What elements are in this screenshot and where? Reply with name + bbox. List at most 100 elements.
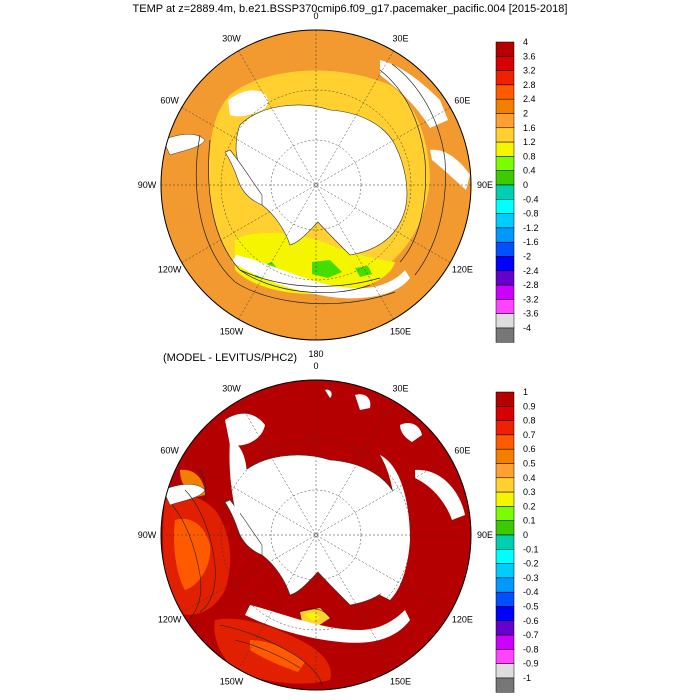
- colorbar-label: -1.2: [523, 223, 539, 233]
- colorbar-label: -2.4: [523, 266, 539, 276]
- colorbar-label: 0.1: [523, 516, 536, 526]
- colorbar-box: [495, 434, 515, 450]
- colorbar-box: [495, 84, 515, 100]
- colorbar-label: 1: [523, 387, 528, 397]
- colorbar-box: [495, 591, 515, 607]
- colorbar-box: [495, 649, 515, 664]
- colorbar-box: [495, 448, 515, 464]
- colorbar-box: [495, 256, 515, 272]
- green-patch: [355, 266, 372, 277]
- colorbar-box: [495, 477, 515, 493]
- colorbar-label: 0.7: [523, 430, 536, 440]
- colorbar-label: -0.3: [523, 573, 539, 583]
- colorbar-label: -3.6: [523, 309, 539, 319]
- colorbar-label: 1.2: [523, 137, 536, 147]
- colorbar-label: 0.8: [523, 416, 536, 426]
- colorbar-label: -0.9: [523, 659, 539, 669]
- colorbar-box: [495, 663, 515, 679]
- colorbar-box: [495, 634, 515, 650]
- colorbar-label: 0.3: [523, 487, 536, 497]
- longitude-label: 30W: [222, 34, 241, 44]
- longitude-label: 60W: [160, 446, 179, 456]
- colorbar-label: -2.8: [523, 280, 539, 290]
- colorbar-label: 4: [523, 37, 528, 47]
- colorbar-box: [495, 313, 515, 329]
- colorbar-box: [495, 213, 515, 229]
- longitude-label: 30E: [392, 34, 408, 44]
- colorbar-label: -3.2: [523, 294, 539, 304]
- colorbar-box: [495, 113, 515, 129]
- longitude-label: 120E: [452, 265, 473, 275]
- longitude-label: 90W: [138, 180, 157, 190]
- longitude-label: 120W: [158, 615, 182, 625]
- longitude-label: 180: [308, 349, 323, 359]
- longitude-label: 0: [313, 361, 318, 371]
- colorbar-label: 0: [523, 180, 528, 190]
- colorbar-label: 2.4: [523, 94, 536, 104]
- longitude-label: 30W: [222, 384, 241, 394]
- colorbar-label: -2: [523, 252, 531, 262]
- colorbar-box: [495, 606, 515, 622]
- longitude-label: 90E: [477, 180, 493, 190]
- longitude-label: 120E: [452, 615, 473, 625]
- longitude-label: 60E: [454, 446, 470, 456]
- colorbar-label: 0: [523, 530, 528, 540]
- colorbar-box: [495, 491, 515, 507]
- colorbar-label: 0.9: [523, 401, 536, 411]
- colorbar-label: -0.6: [523, 616, 539, 626]
- colorbar-box: [495, 577, 515, 593]
- colorbar-box: [495, 170, 515, 186]
- colorbar-label: 3.6: [523, 51, 536, 61]
- colorbar-label: 1.6: [523, 123, 536, 133]
- top-map: 0 30E 60E 90E 120E 150E 180 150W 120W 90W 60W 30W: [138, 11, 493, 359]
- colorbar-label: 0.4: [523, 473, 536, 483]
- colorbar-box: [495, 56, 515, 71]
- colorbar-box: [495, 391, 515, 407]
- colorbar-bottom: 1 0.9 0.8 0.7 0.6 0.5 0.4 0.3 0.2 0.1 0 -0.1 -0.2 -0.…: [495, 387, 539, 693]
- longitude-label: 150E: [390, 676, 411, 686]
- colorbar-label: 2.8: [523, 80, 536, 90]
- colorbar-box: [495, 420, 515, 436]
- colorbar-box: [495, 127, 515, 143]
- green-patch: [312, 260, 342, 278]
- colorbar-box: [495, 463, 515, 479]
- colorbar-label: -0.8: [523, 644, 539, 654]
- colorbar-label: -0.7: [523, 630, 539, 640]
- colorbar-label: 3.2: [523, 66, 536, 76]
- colorbar-label: 0.6: [523, 444, 536, 454]
- longitude-label: 90E: [477, 530, 493, 540]
- colorbar-label: 2: [523, 109, 528, 119]
- colorbar-box: [495, 406, 515, 421]
- colorbar-label: -0.8: [523, 209, 539, 219]
- colorbar-box: [495, 141, 515, 157]
- colorbar-box: [495, 620, 515, 636]
- colorbar-label: 0.4: [523, 166, 536, 176]
- colorbar-label: -0.4: [523, 587, 539, 597]
- colorbar-label: -0.1: [523, 544, 539, 554]
- colorbar-label: 0.5: [523, 459, 536, 469]
- colorbar-box: [495, 270, 515, 286]
- colorbar-box: [495, 227, 515, 243]
- colorbar-box: [495, 98, 515, 114]
- longitude-label: 150E: [390, 326, 411, 336]
- colorbar-box: [495, 41, 515, 57]
- longitude-label: 90W: [138, 530, 157, 540]
- longitude-label: 150W: [220, 326, 244, 336]
- colorbar-box: [495, 549, 515, 564]
- longitude-label: 30E: [392, 384, 408, 394]
- colorbar-box: [495, 156, 515, 171]
- colorbar-label: -0.2: [523, 559, 539, 569]
- colorbar-box: [495, 70, 515, 86]
- colorbar-box: [495, 520, 515, 536]
- colorbar-label: -1: [523, 673, 531, 683]
- colorbar-box: [495, 327, 515, 343]
- panel-subtitle: (MODEL - LEVITUS/PHC2): [163, 352, 298, 364]
- colorbar-box: [495, 284, 515, 300]
- colorbar-top: 4 3.6 3.2 2.8 2.4 2 1.6 1.2 0.8 0.4 0 -0.4 -0.8 -1.2 -…: [495, 37, 539, 343]
- longitude-label: 60W: [160, 96, 179, 106]
- colorbar-label: -1.6: [523, 237, 539, 247]
- colorbar-box: [495, 299, 515, 314]
- colorbar-label: 0.8: [523, 151, 536, 161]
